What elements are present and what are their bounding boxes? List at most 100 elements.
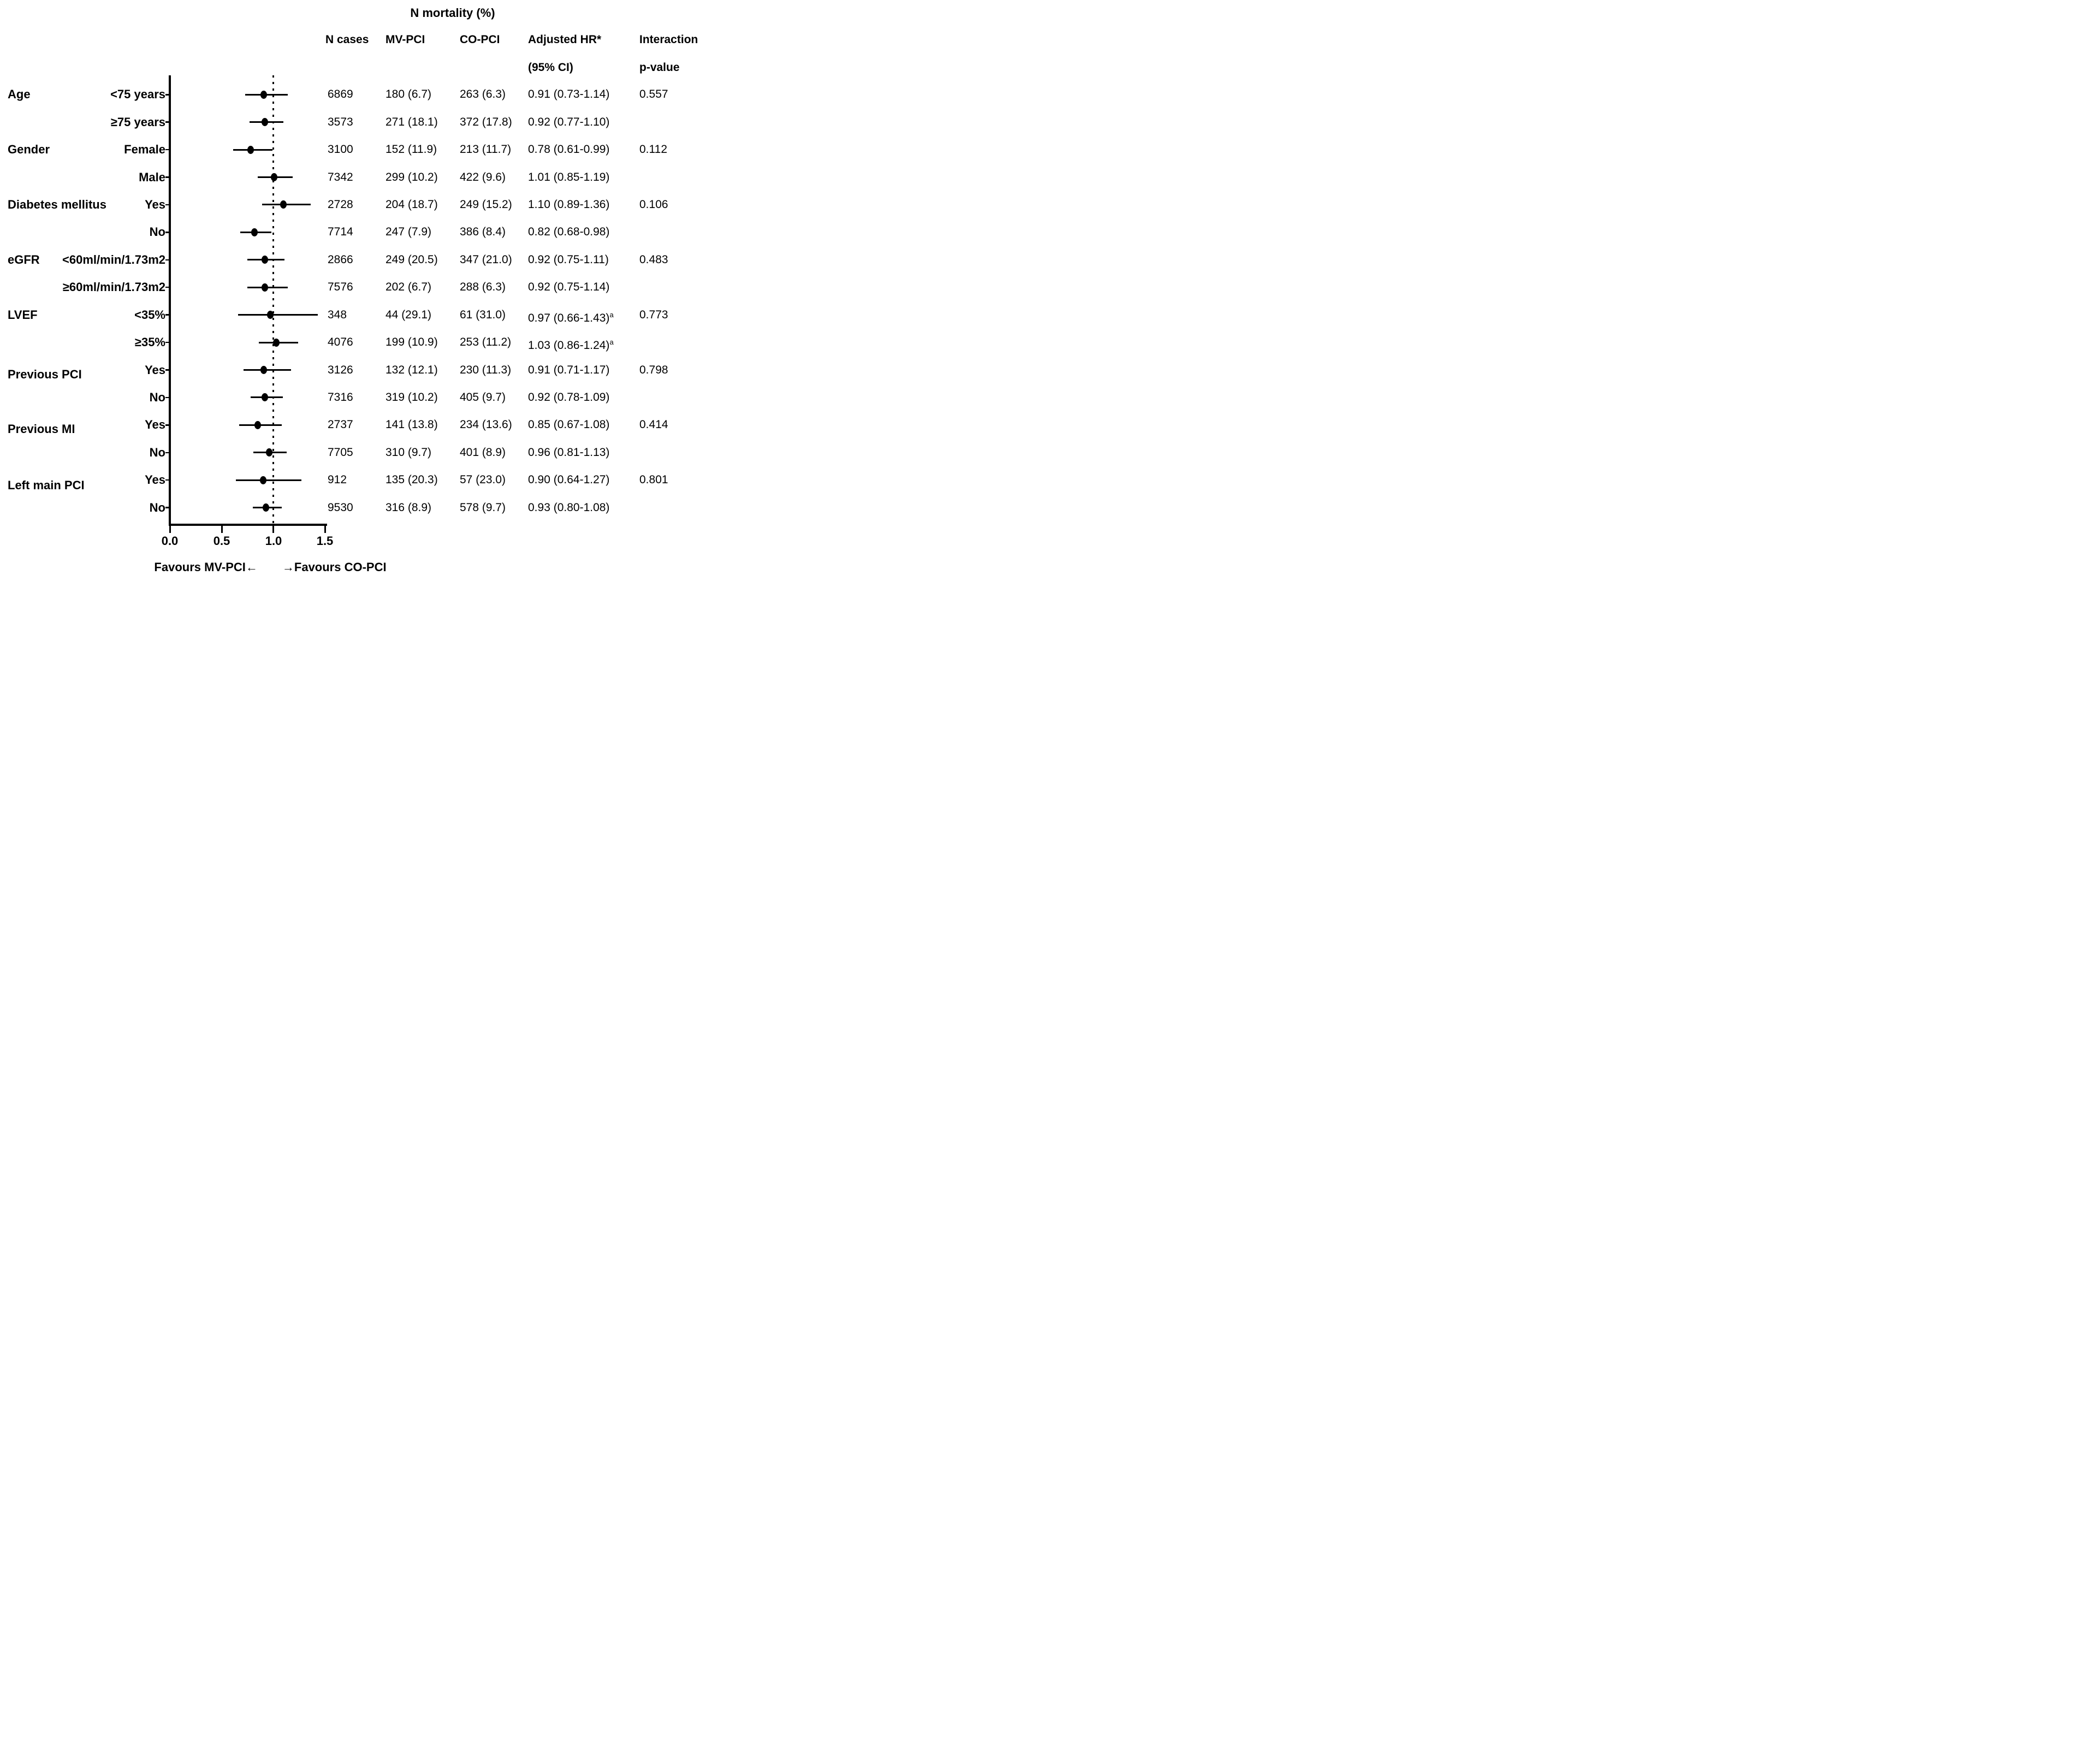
- cell-p-value: 0.773: [639, 308, 668, 321]
- column-header-n-cases: N cases: [325, 33, 369, 46]
- row-axis-tick: [165, 232, 170, 233]
- row-subgroup-label: Yes: [145, 473, 165, 487]
- row-group-label: Previous MI: [8, 422, 75, 436]
- x-axis-tick-05: [221, 526, 223, 533]
- cell-n-cases: 6869: [328, 88, 353, 101]
- cell-adjusted-hr: 0.78 (0.61-0.99): [528, 143, 610, 156]
- row-subgroup-label: Female: [124, 143, 165, 157]
- row-axis-tick: [165, 176, 170, 178]
- ci-whisker: [236, 479, 301, 481]
- row-subgroup-label: ≥35%: [134, 335, 165, 349]
- cell-mv-pci: 299 (10.2): [385, 170, 438, 183]
- column-header-95ci: (95% CI): [528, 61, 573, 74]
- row-axis-tick: [165, 259, 170, 261]
- ci-whisker: [243, 369, 291, 371]
- row-subgroup-label: Yes: [145, 197, 165, 211]
- cell-mv-pci: 204 (18.7): [385, 198, 438, 211]
- cell-mv-pci: 141 (13.8): [385, 418, 438, 431]
- hr-point-marker: [254, 420, 262, 429]
- x-axis-line: [169, 524, 327, 526]
- row-subgroup-label: Yes: [145, 418, 165, 432]
- row-group-label: Left main PCI: [8, 478, 85, 493]
- cell-co-pci: 57 (23.0): [460, 473, 506, 487]
- cell-n-cases: 9530: [328, 501, 353, 514]
- row-subgroup-label: Male: [139, 170, 165, 184]
- x-tick-label-15: 1.5: [316, 534, 334, 548]
- cell-co-pci: 386 (8.4): [460, 226, 506, 239]
- cell-co-pci: 249 (15.2): [460, 198, 512, 211]
- cell-adjusted-hr: 1.01 (0.85-1.19): [528, 170, 610, 183]
- row-axis-tick: [165, 286, 170, 288]
- cell-adjusted-hr: 0.91 (0.73-1.14): [528, 88, 610, 101]
- row-axis-tick: [165, 369, 170, 371]
- cell-adjusted-hr: 0.90 (0.64-1.27): [528, 473, 610, 487]
- hr-point-marker: [263, 503, 270, 512]
- cell-p-value: 0.801: [639, 473, 668, 487]
- cell-p-value: 0.414: [639, 418, 668, 431]
- cell-adjusted-hr: 0.91 (0.71-1.17): [528, 363, 610, 376]
- cell-co-pci: 288 (6.3): [460, 281, 506, 294]
- cell-mv-pci: 319 (10.2): [385, 390, 438, 404]
- cell-co-pci: 578 (9.7): [460, 501, 506, 514]
- hr-footnote-marker: a: [609, 338, 614, 347]
- cell-n-cases: 7705: [328, 446, 353, 459]
- row-axis-tick: [165, 149, 170, 151]
- hr-point-marker: [259, 476, 266, 484]
- cell-p-value: 0.106: [639, 198, 668, 211]
- row-group-label: Diabetes mellitus: [8, 197, 106, 211]
- cell-n-cases: 2728: [328, 198, 353, 211]
- hr-point-marker: [251, 228, 258, 236]
- hr-point-marker: [262, 256, 269, 264]
- row-subgroup-label: <35%: [134, 307, 165, 322]
- cell-n-cases: 2737: [328, 418, 353, 431]
- cell-n-cases: 7714: [328, 226, 353, 239]
- cell-n-cases: 3573: [328, 115, 353, 128]
- cell-co-pci: 253 (11.2): [460, 336, 512, 349]
- column-header-mv-pci: MV-PCI: [385, 33, 425, 46]
- x-axis-tick-0: [169, 526, 171, 533]
- cell-mv-pci: 247 (7.9): [385, 226, 432, 239]
- cell-co-pci: 61 (31.0): [460, 308, 506, 321]
- hr-footnote-marker: a: [609, 310, 614, 319]
- row-group-label: Gender: [8, 143, 50, 157]
- ci-whisker: [238, 314, 318, 316]
- favours-annotation: Favours MV-PCI← →Favours CO-PCI: [154, 560, 386, 574]
- cell-adjusted-hr: 0.92 (0.77-1.10): [528, 115, 610, 128]
- row-subgroup-label: No: [149, 390, 165, 404]
- row-subgroup-label: ≥60ml/min/1.73m2: [62, 280, 165, 294]
- cell-adjusted-hr: 0.92 (0.78-1.09): [528, 390, 610, 404]
- row-axis-tick: [165, 341, 170, 343]
- cell-co-pci: 347 (21.0): [460, 253, 512, 266]
- cell-n-cases: 7316: [328, 390, 353, 404]
- mortality-span-header: N mortality (%): [410, 6, 495, 20]
- cell-adjusted-hr: 0.93 (0.80-1.08): [528, 501, 610, 514]
- column-header-co-pci: CO-PCI: [460, 33, 500, 46]
- x-axis-tick-15: [324, 526, 326, 533]
- cell-mv-pci: 180 (6.7): [385, 88, 432, 101]
- row-axis-tick: [165, 94, 170, 96]
- cell-n-cases: 7576: [328, 281, 353, 294]
- favours-co-pci-label: →Favours CO-PCI: [282, 560, 387, 574]
- row-axis-tick: [165, 424, 170, 426]
- cell-mv-pci: 152 (11.9): [385, 143, 437, 156]
- cell-mv-pci: 271 (18.1): [385, 115, 438, 128]
- cell-n-cases: 3126: [328, 363, 353, 376]
- cell-mv-pci: 44 (29.1): [385, 308, 432, 321]
- cell-co-pci: 372 (17.8): [460, 115, 512, 128]
- hr-point-marker: [260, 90, 268, 99]
- hr-point-marker: [280, 200, 287, 209]
- row-axis-tick: [165, 452, 170, 453]
- hr-point-marker: [262, 283, 269, 292]
- cell-mv-pci: 202 (6.7): [385, 281, 432, 294]
- row-group-label: Age: [8, 87, 31, 102]
- hr-point-marker: [271, 173, 278, 182]
- row-axis-tick: [165, 507, 170, 508]
- hr-point-marker: [273, 338, 280, 347]
- row-subgroup-label: No: [149, 225, 165, 239]
- cell-n-cases: 4076: [328, 336, 353, 349]
- cell-p-value: 0.798: [639, 363, 668, 376]
- cell-n-cases: 2866: [328, 253, 353, 266]
- x-tick-label-05: 0.5: [213, 534, 230, 548]
- cell-co-pci: 230 (11.3): [460, 363, 512, 376]
- cell-adjusted-hr: 0.82 (0.68-0.98): [528, 226, 610, 239]
